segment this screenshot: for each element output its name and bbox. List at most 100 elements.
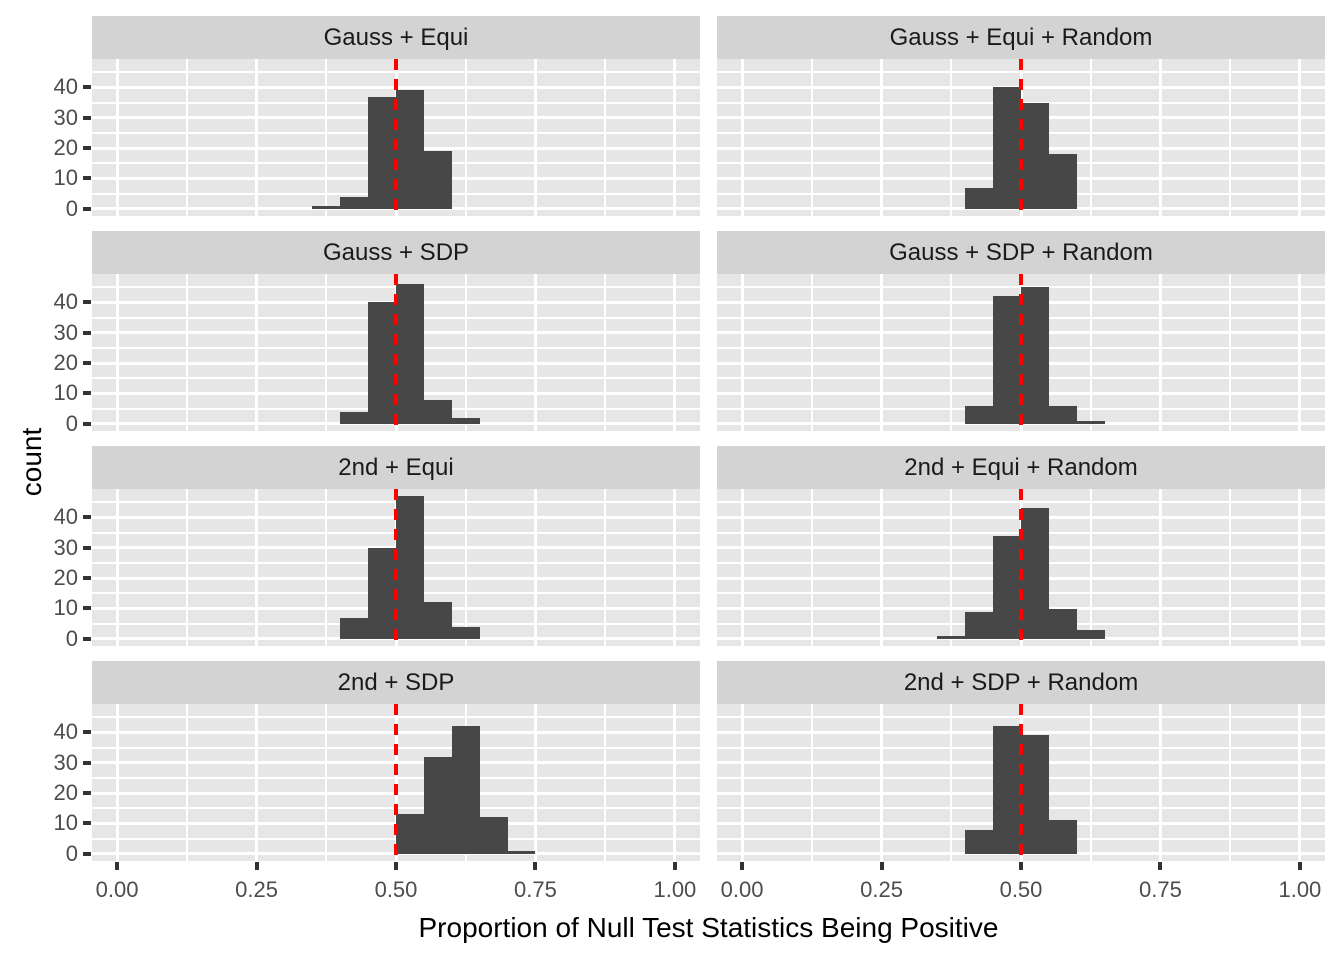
gridline-minor-x — [604, 274, 607, 431]
gridline-minor-x — [950, 489, 953, 646]
histogram-bar — [340, 411, 369, 424]
y-tick-label: 20 — [53, 780, 78, 806]
facet-strip-title: Gauss + Equi + Random — [889, 23, 1153, 51]
facet-strip: Gauss + Equi + Random — [717, 16, 1325, 59]
gridline-minor-x — [325, 704, 328, 861]
histogram-bar — [396, 814, 424, 854]
histogram-bar — [1021, 102, 1049, 209]
gridline-minor-x — [604, 489, 607, 646]
gridline-minor-x — [185, 274, 188, 431]
y-tick-label: 30 — [53, 319, 78, 345]
gridline-minor-x — [1089, 489, 1092, 646]
y-tick-label: 0 — [65, 840, 78, 866]
histogram-bar — [507, 850, 536, 854]
histogram-bar — [1048, 608, 1077, 639]
gridline-minor-x — [604, 59, 607, 216]
facet-panel — [717, 274, 1325, 431]
histogram-bar — [340, 617, 369, 639]
x-tick-mark — [1297, 862, 1302, 870]
y-tick-mark — [83, 821, 91, 826]
histogram-bar — [965, 829, 994, 854]
gridline-major-x — [673, 274, 677, 431]
y-tick-label: 20 — [53, 135, 78, 161]
x-tick-label: 0.50 — [374, 877, 418, 902]
y-tick-mark — [83, 206, 91, 211]
gridline-major-x — [880, 489, 884, 646]
histogram-bar — [993, 296, 1021, 424]
facet-strip: 2nd + Equi — [92, 446, 700, 489]
gridline-major-x — [533, 704, 537, 861]
gridline-minor-x — [950, 59, 953, 216]
gridline-major-x — [673, 489, 677, 646]
y-tick-label: 40 — [53, 289, 78, 315]
facet-strip: 2nd + SDP — [92, 661, 700, 704]
y-tick-mark — [83, 576, 91, 581]
gridline-minor-x — [1089, 274, 1092, 431]
gridline-minor-x — [325, 59, 328, 216]
gridline-major-x — [1158, 704, 1162, 861]
x-tick-label: 0.00 — [720, 877, 764, 902]
facet-strip-title: Gauss + SDP — [322, 238, 470, 266]
y-tick-mark — [83, 146, 91, 151]
gridline-minor-x — [464, 274, 467, 431]
y-tick-mark — [83, 515, 91, 520]
gridline-minor-x — [950, 704, 953, 861]
y-tick-label: 10 — [53, 165, 78, 191]
facet-strip: Gauss + SDP + Random — [717, 231, 1325, 274]
gridline-major-x — [115, 59, 119, 216]
gridline-minor-x — [185, 59, 188, 216]
facet-strip-title: 2nd + Equi — [338, 453, 454, 481]
gridline-minor-x — [810, 489, 813, 646]
y-tick-mark — [83, 791, 91, 796]
gridline-minor-x — [325, 489, 328, 646]
x-tick-label: 0.25 — [860, 877, 903, 902]
x-tick-label: 0.25 — [235, 877, 278, 902]
y-tick-mark — [83, 391, 91, 396]
gridline-major-x — [740, 704, 744, 861]
y-tick-mark — [83, 361, 91, 366]
y-tick-label: 10 — [53, 595, 78, 621]
facet-strip: 2nd + SDP + Random — [717, 661, 1325, 704]
facet-strip-title: Gauss + SDP + Random — [889, 238, 1153, 266]
reference-line — [1019, 274, 1023, 431]
facet-panel — [92, 489, 700, 646]
gridline-major-x — [740, 274, 744, 431]
y-tick-mark — [83, 760, 91, 765]
x-tick-mark — [394, 862, 398, 870]
gridline-major-x — [115, 489, 119, 646]
x-tick-label: 1.00 — [653, 877, 697, 902]
facet-strip: Gauss + Equi — [92, 16, 700, 59]
facet-strip-title: Gauss + Equi — [323, 23, 469, 51]
y-tick-mark — [83, 85, 91, 90]
reference-line — [1019, 704, 1023, 861]
gridline-major-x — [115, 704, 119, 861]
reference-line — [394, 704, 398, 861]
y-tick-mark — [83, 730, 91, 735]
y-tick-mark — [83, 300, 91, 305]
gridline-major-x — [1298, 59, 1302, 216]
gridline-major-x — [533, 489, 537, 646]
gridline-minor-x — [1229, 489, 1232, 646]
gridline-minor-x — [950, 274, 953, 431]
x-tick-mark — [672, 862, 677, 870]
facet-strip: Gauss + SDP — [92, 231, 700, 274]
y-tick-label: 0 — [65, 195, 78, 221]
histogram-bar — [1021, 508, 1049, 639]
y-tick-label: 30 — [53, 104, 78, 130]
gridline-major-x — [880, 274, 884, 431]
gridline-major-x — [255, 59, 259, 216]
gridline-minor-x — [604, 704, 607, 861]
facet-strip-title: 2nd + Equi + Random — [904, 453, 1138, 481]
reference-line — [1019, 59, 1023, 216]
facet-panel — [717, 489, 1325, 646]
gridline-major-x — [255, 274, 259, 431]
gridline-major-x — [740, 489, 744, 646]
facet-panel — [92, 274, 700, 431]
histogram-bar — [1048, 154, 1077, 209]
histogram-bar — [1021, 287, 1049, 424]
gridline-minor-x — [1089, 59, 1092, 216]
histogram-bar — [1076, 420, 1105, 424]
gridline-minor-x — [464, 59, 467, 216]
y-tick-label: 10 — [53, 380, 78, 406]
